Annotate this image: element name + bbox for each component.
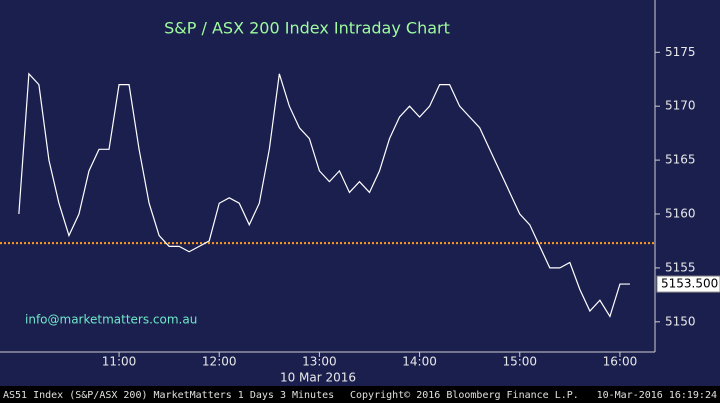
y-tick-label: 5170 [665, 99, 696, 113]
date-label: 10 Mar 2016 [280, 371, 356, 385]
plot-background [0, 0, 655, 352]
y-tick-label: 5150 [665, 314, 696, 328]
footer-center: Copyright© 2016 Bloomberg Finance L.P. [350, 390, 579, 401]
watermark: info@marketmatters.com.au [25, 313, 197, 327]
footer-right: 10-Mar-2016 16:19:24 [597, 390, 717, 401]
y-tick-label: 5155 [665, 260, 696, 274]
axis-background [655, 0, 720, 352]
y-tick-label: 5175 [665, 45, 696, 59]
x-tick-label: 12:00 [202, 355, 237, 369]
last-price-box [656, 275, 720, 293]
price-line [18, 72, 630, 318]
x-axis-background [0, 352, 720, 386]
last-price-label: 5153.500 [661, 277, 718, 291]
y-tick-label: 5160 [665, 207, 696, 221]
x-tick-label: 13:00 [302, 355, 337, 369]
y-tick-label: 5165 [665, 153, 696, 167]
x-tick-label: 14:00 [402, 355, 437, 369]
x-tick-label: 16:00 [603, 355, 638, 369]
chart-title: S&P / ASX 200 Index Intraday Chart [164, 19, 450, 38]
x-tick-label: 15:00 [502, 355, 537, 369]
footer-left: AS51 Index (S&P/ASX 200) MarketMatters 1… [3, 390, 334, 401]
x-tick-label: 11:00 [102, 355, 137, 369]
